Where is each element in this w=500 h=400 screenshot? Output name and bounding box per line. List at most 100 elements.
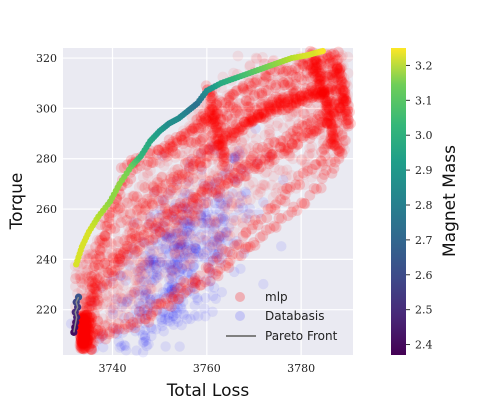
mlp-point bbox=[159, 210, 170, 222]
mlp-point bbox=[258, 108, 270, 120]
mlp-point bbox=[114, 259, 125, 271]
mlp-point bbox=[261, 212, 273, 224]
databasis-point bbox=[156, 252, 167, 263]
mlp-point bbox=[263, 156, 275, 168]
databasis-point bbox=[174, 269, 186, 280]
mlp-point bbox=[154, 227, 166, 238]
mlp-point bbox=[314, 89, 326, 101]
mlp-point bbox=[145, 157, 157, 168]
mlp-point bbox=[292, 125, 303, 137]
mlp-point bbox=[331, 106, 343, 117]
mlp-point bbox=[305, 106, 317, 118]
mlp-point bbox=[327, 63, 339, 75]
databasis-point bbox=[243, 208, 254, 219]
databasis-point bbox=[232, 174, 244, 185]
mlp-point bbox=[307, 113, 318, 124]
mlp-point bbox=[275, 100, 287, 112]
mlp-point bbox=[328, 73, 339, 85]
mlp-point bbox=[166, 265, 178, 276]
mlp-point bbox=[202, 125, 214, 136]
mlp-point bbox=[282, 100, 294, 112]
databasis-point bbox=[197, 217, 208, 229]
mlp-point bbox=[163, 146, 175, 157]
mlp-point bbox=[218, 149, 230, 161]
mlp-point bbox=[291, 131, 303, 143]
mlp-point bbox=[337, 107, 348, 118]
mlp-point bbox=[286, 108, 298, 120]
mlp-point bbox=[283, 93, 295, 105]
databasis-point bbox=[156, 235, 168, 246]
databasis-point bbox=[139, 289, 151, 301]
mlp-point bbox=[177, 125, 189, 137]
mlp-point bbox=[208, 117, 220, 129]
mlp-point bbox=[281, 164, 293, 176]
mlp-point bbox=[277, 92, 289, 103]
mlp-point bbox=[133, 231, 145, 242]
mlp-point bbox=[312, 118, 324, 130]
mlp-point bbox=[308, 88, 320, 100]
mlp-point bbox=[166, 142, 178, 153]
databasis-point bbox=[151, 270, 162, 281]
databasis-point bbox=[147, 254, 158, 265]
mlp-point bbox=[249, 102, 261, 114]
databasis-point bbox=[195, 148, 207, 160]
mlp-point bbox=[234, 113, 245, 125]
databasis-point bbox=[124, 260, 135, 271]
databasis-point bbox=[166, 284, 178, 296]
mlp-point bbox=[131, 191, 143, 203]
mlp-point bbox=[80, 312, 92, 324]
databasis-point bbox=[165, 316, 176, 327]
mlp-point bbox=[217, 132, 229, 144]
mlp-point bbox=[208, 118, 219, 130]
databasis-point bbox=[207, 140, 218, 152]
databasis-point bbox=[170, 263, 182, 275]
databasis-point bbox=[217, 170, 228, 182]
mlp-point bbox=[283, 142, 294, 154]
mlp-point bbox=[296, 89, 308, 101]
mlp-point bbox=[185, 122, 196, 133]
databasis-point bbox=[190, 225, 201, 237]
mlp-point bbox=[202, 109, 214, 121]
mlp-point bbox=[108, 257, 120, 269]
mlp-point bbox=[227, 98, 239, 110]
databasis-point bbox=[146, 240, 157, 251]
mlp-point bbox=[287, 153, 299, 165]
databasis-point bbox=[200, 311, 211, 322]
mlp-point bbox=[143, 241, 155, 253]
mlp-point bbox=[94, 237, 106, 249]
mlp-point bbox=[152, 271, 164, 283]
mlp-point bbox=[266, 99, 278, 111]
mlp-point bbox=[178, 247, 190, 259]
mlp-point bbox=[207, 90, 218, 101]
mlp-point bbox=[192, 118, 204, 130]
databasis-point bbox=[146, 323, 158, 335]
mlp-point bbox=[336, 146, 347, 157]
mlp-point bbox=[99, 258, 111, 270]
mlp-point bbox=[282, 145, 294, 157]
mlp-point bbox=[213, 122, 224, 134]
databasis-point bbox=[189, 300, 200, 311]
mlp-point bbox=[198, 143, 210, 155]
databasis-point bbox=[160, 262, 171, 274]
mlp-point bbox=[294, 94, 306, 106]
mlp-point bbox=[321, 116, 332, 128]
databasis-point bbox=[119, 312, 130, 324]
mlp-point bbox=[116, 256, 128, 268]
mlp-point bbox=[138, 229, 150, 241]
databasis-point bbox=[169, 256, 181, 267]
mlp-point bbox=[272, 72, 284, 84]
mlp-point bbox=[282, 210, 294, 222]
mlp-point bbox=[324, 109, 336, 121]
mlp-point bbox=[310, 159, 322, 171]
databasis-point bbox=[150, 324, 162, 335]
mlp-point bbox=[283, 65, 295, 77]
databasis-point bbox=[161, 233, 173, 245]
databasis-point bbox=[142, 309, 153, 321]
databasis-point bbox=[128, 320, 139, 331]
mlp-point bbox=[253, 109, 265, 120]
mlp-point bbox=[187, 198, 199, 210]
mlp-point bbox=[117, 280, 129, 291]
mlp-point bbox=[131, 218, 143, 229]
mlp-point bbox=[197, 118, 208, 129]
databasis-point bbox=[156, 150, 168, 161]
